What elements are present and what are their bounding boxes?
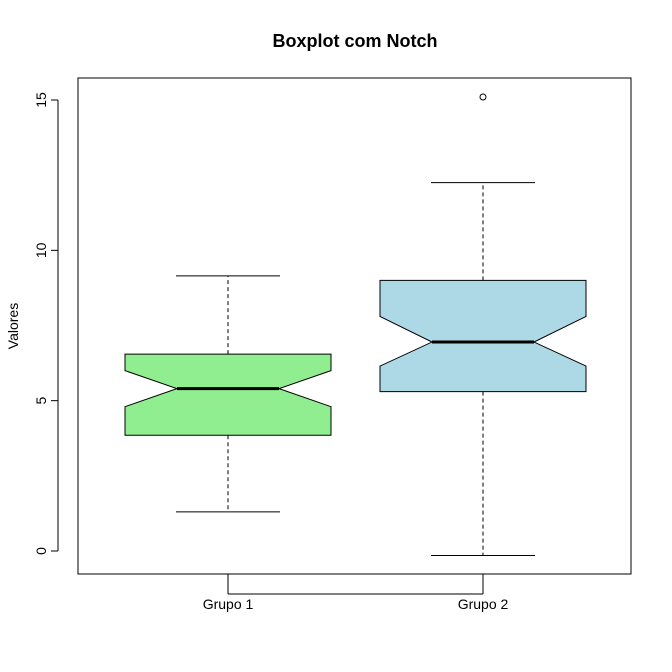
- y-tick-label: 15: [33, 92, 49, 108]
- x-tick-label: Grupo 1: [203, 596, 254, 612]
- box-2: [379, 93, 587, 557]
- chart-title: Boxplot com Notch: [273, 31, 438, 51]
- boxes-group: [124, 93, 587, 557]
- y-tick-label: 10: [33, 242, 49, 258]
- y-axis: 0 5 10 15: [33, 92, 59, 555]
- notched-box: [124, 353, 332, 436]
- y-tick-label: 5: [33, 397, 49, 405]
- x-tick-label: Grupo 2: [458, 596, 509, 612]
- notched-box: [379, 279, 587, 393]
- y-axis-label: Valores: [5, 303, 21, 349]
- y-tick-label: 0: [33, 547, 49, 555]
- plot-area-frame: [77, 77, 632, 575]
- box-1: [124, 275, 332, 513]
- outlier-point: [479, 93, 487, 101]
- x-axis: Grupo 1 Grupo 2: [203, 574, 509, 612]
